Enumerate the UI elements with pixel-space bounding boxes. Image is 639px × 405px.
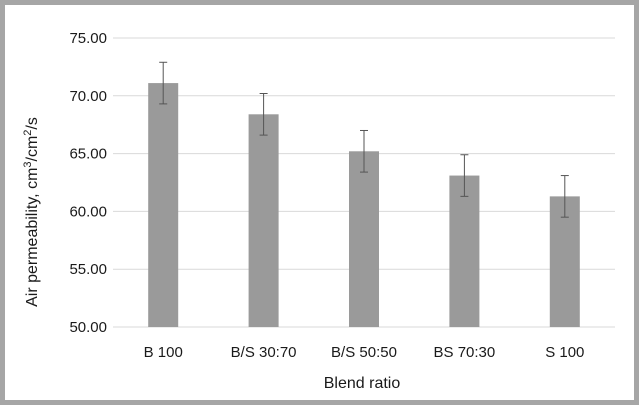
y-tick-label: 75.00 — [69, 30, 107, 47]
bar — [549, 196, 580, 327]
x-tick-label: BS 70:30 — [434, 344, 496, 361]
x-axis-title: Blend ratio — [324, 375, 401, 392]
y-tick-label: 70.00 — [69, 88, 107, 105]
bars — [148, 83, 580, 328]
y-tick-label: 65.00 — [69, 146, 107, 163]
y-axis-title-main: Air permeability, cm — [24, 168, 41, 307]
x-tick-label: B 100 — [144, 344, 183, 361]
bar — [449, 175, 480, 327]
x-tick-label: B/S 30:70 — [231, 344, 297, 361]
y-axis-title-mid: /cm — [24, 136, 41, 162]
error-bar — [560, 175, 569, 218]
y-tick-label: 55.00 — [69, 261, 107, 278]
y-axis-title: Air permeability, cm3/cm2/s — [22, 117, 41, 307]
y-axis-title-end: /s — [24, 117, 41, 129]
error-bar — [460, 154, 469, 197]
y-axis-title-sup2: 2 — [22, 130, 34, 136]
x-tick-label: S 100 — [545, 344, 584, 361]
y-tick-label: 60.00 — [69, 203, 107, 220]
y-tick-labels: 50.00 55.00 60.00 65.00 70.00 75.00 — [69, 30, 107, 336]
x-tick-label: B/S 50:50 — [331, 344, 397, 361]
error-bar — [259, 92, 268, 136]
y-axis-title-sup1: 3 — [22, 161, 34, 167]
bar — [349, 151, 379, 327]
error-bar — [360, 129, 368, 173]
bar — [148, 83, 179, 327]
bar — [248, 114, 279, 328]
error-bars — [159, 61, 569, 218]
x-tick-labels: B 100 B/S 30:70 B/S 50:50 BS 70:30 S 100 — [144, 344, 585, 361]
error-bar — [159, 61, 168, 105]
y-tick-label: 50.00 — [69, 319, 107, 336]
gridlines — [113, 37, 615, 328]
